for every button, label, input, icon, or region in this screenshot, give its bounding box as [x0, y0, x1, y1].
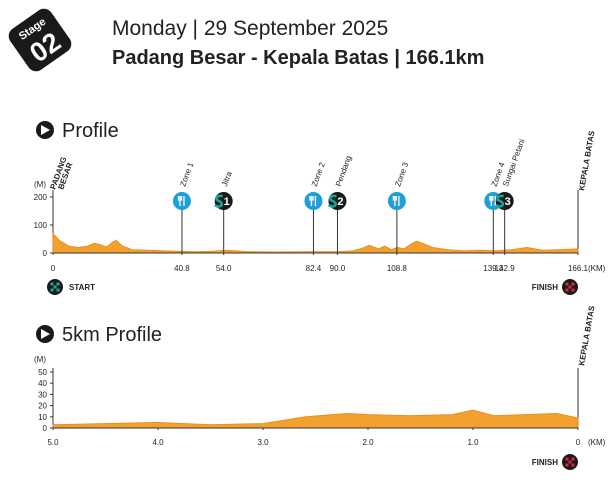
- feed-zone-icon: [177, 196, 185, 206]
- finish-place: KEPALA BATAS: [577, 304, 596, 366]
- sprint-number: 1: [224, 196, 230, 208]
- flag-square: [571, 288, 575, 292]
- chart-title: 5km Profile: [62, 324, 162, 346]
- x-axis-label: (KM): [588, 438, 606, 447]
- y-axis-label: (M): [34, 355, 46, 364]
- sprint-s-shape: [213, 194, 224, 208]
- feed-zone-marker: [172, 192, 191, 210]
- x-tick-label: 1.0: [467, 438, 479, 447]
- flag-square: [56, 282, 60, 286]
- flag-square: [53, 285, 57, 289]
- x-tick-label: 142.9: [495, 264, 516, 273]
- x-tick-label: 0: [576, 438, 581, 447]
- elevation-area: [52, 232, 579, 254]
- x-tick-label: 0: [51, 264, 56, 273]
- start-text: START: [69, 283, 95, 292]
- y-tick-label: 200: [34, 193, 48, 202]
- x-tick-label: 3.0: [257, 438, 269, 447]
- flag-square: [571, 457, 575, 461]
- flag-square: [568, 460, 572, 464]
- flag-square: [571, 282, 575, 286]
- stage-badge: Stage 02: [8, 8, 72, 72]
- badge-box: [8, 8, 72, 72]
- feed-zone-icon: [309, 196, 317, 206]
- marker-label: Jitra: [220, 170, 234, 188]
- x-tick-label: 108.8: [387, 264, 408, 273]
- flag-square: [50, 288, 54, 292]
- sprint-number: 2: [337, 196, 343, 208]
- feed-zone-marker: [304, 192, 323, 210]
- finish-text: FINISH: [532, 283, 558, 292]
- flag-icon: [562, 454, 578, 470]
- feed-zone-marker: [387, 192, 406, 210]
- finish-text: FINISH: [532, 458, 558, 467]
- y-tick-label: 30: [38, 390, 47, 399]
- flag-square: [571, 463, 575, 467]
- flag-icon: [562, 279, 578, 295]
- marker-label: Zone 1: [178, 161, 195, 188]
- y-tick-label: 20: [38, 402, 47, 411]
- sprint-s-shape: [327, 194, 337, 208]
- flag-icon: [47, 279, 63, 295]
- y-tick-label: 100: [34, 221, 48, 230]
- x-tick-label: 4.0: [152, 438, 164, 447]
- title-icon-arrow: [41, 329, 50, 339]
- x-tick-label: 40.8: [174, 264, 190, 273]
- title-icon-arrow: [41, 125, 50, 135]
- marker-label: Zone 2: [310, 161, 327, 188]
- y-tick-label: 10: [38, 413, 47, 422]
- y-tick-label: 40: [38, 379, 47, 388]
- x-tick-label: 139.3: [483, 264, 504, 273]
- x-tick-label: 166.1: [568, 264, 589, 273]
- marker-label: Sungai Petani: [501, 138, 527, 188]
- stage-date: Monday | 29 September 2025: [112, 17, 388, 40]
- y-tick-label: 0: [43, 424, 48, 433]
- flag-square: [565, 288, 569, 292]
- flag-square: [565, 282, 569, 286]
- stage-route: Padang Besar - Kepala Batas | 166.1km: [112, 47, 484, 69]
- feed-zone-icon: [392, 196, 400, 206]
- y-axis-label: (M): [34, 180, 46, 189]
- flag-square: [568, 285, 572, 289]
- x-axis-label: (KM): [588, 264, 606, 273]
- y-tick-label: 50: [38, 368, 47, 377]
- feed-zone-icon: [489, 196, 496, 206]
- x-tick-label: 90.0: [330, 264, 346, 273]
- marker-label: Zone 3: [393, 161, 410, 188]
- y-tick-label: 0: [43, 249, 48, 258]
- x-tick-label: 54.0: [216, 264, 232, 273]
- flag-square: [50, 282, 54, 286]
- flag-square: [565, 463, 569, 467]
- marker-label: Pendang: [334, 155, 353, 188]
- elevation-area: [52, 409, 579, 429]
- flag-square: [56, 288, 60, 292]
- chart-title: Profile: [62, 120, 119, 142]
- x-tick-label: 2.0: [362, 438, 374, 447]
- x-tick-label: 5.0: [47, 438, 59, 447]
- x-tick-label: 82.4: [306, 264, 322, 273]
- sprint-number: 3: [505, 196, 511, 208]
- finish-place: KEPALA BATAS: [577, 129, 596, 191]
- sprint-s-shape: [494, 194, 505, 208]
- flag-square: [565, 457, 569, 461]
